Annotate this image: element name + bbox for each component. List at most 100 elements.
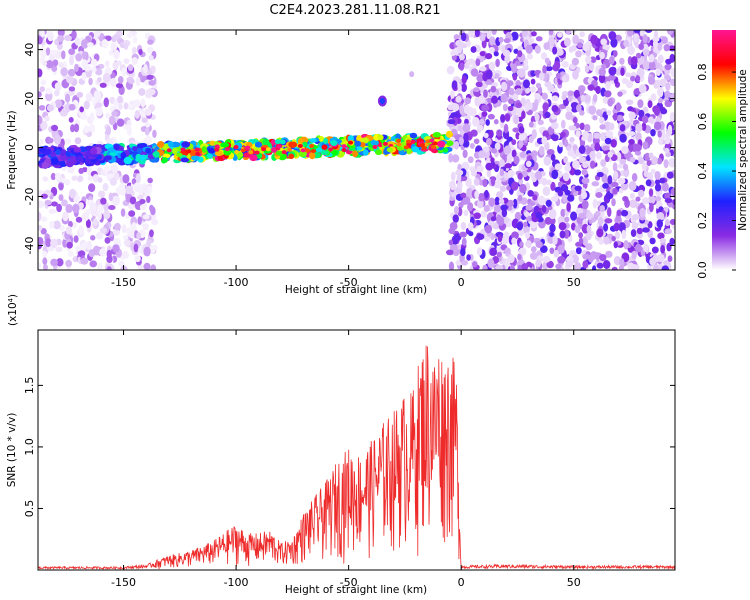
heatmap-cell <box>450 171 456 181</box>
heatmap-cell <box>493 51 499 57</box>
heatmap-cell <box>551 104 559 113</box>
heatmap-cell <box>141 117 148 123</box>
heatmap-cell <box>549 217 556 225</box>
heatmap-cell <box>447 119 456 125</box>
heatmap-cell <box>585 50 591 57</box>
heatmap-cell <box>517 194 523 202</box>
heatmap-cell <box>535 241 543 248</box>
heatmap-cell <box>556 171 563 178</box>
heatmap-cell <box>517 172 523 180</box>
heatmap-cell <box>224 147 230 152</box>
x-tick-label: 50 <box>567 276 581 289</box>
heatmap-cell <box>458 201 464 209</box>
heatmap-cell <box>446 140 454 147</box>
heatmap-cell <box>354 140 362 147</box>
heatmap-cell <box>612 162 618 172</box>
heatmap-cell <box>578 237 584 245</box>
heatmap-cell <box>80 242 87 251</box>
heatmap-cell <box>57 35 65 43</box>
heatmap-cell <box>519 151 527 159</box>
heatmap-cell <box>638 43 644 51</box>
heatmap-cell <box>46 104 54 112</box>
heatmap-cell <box>497 216 505 226</box>
heatmap-cell <box>99 82 107 88</box>
heatmap-cell <box>123 156 132 165</box>
heatmap-cell <box>503 37 511 44</box>
heatmap-cell <box>97 190 106 198</box>
heatmap-cell <box>45 237 52 248</box>
heatmap-cell <box>288 141 298 148</box>
colorbar-label: Normalized spectral amplitude <box>737 69 749 230</box>
heatmap-cell <box>574 262 582 270</box>
heatmap-cell <box>445 130 453 139</box>
heatmap-cell <box>375 149 383 156</box>
heatmap-cell <box>109 177 117 186</box>
heatmap-cell <box>641 161 647 172</box>
heatmap-cell <box>596 262 604 269</box>
heatmap-cell <box>356 134 362 143</box>
heatmap-cell <box>535 211 543 219</box>
heatmap-cell <box>525 44 533 54</box>
heatmap-cell <box>519 241 524 248</box>
heatmap-cell <box>461 75 467 84</box>
heatmap-cell <box>64 35 72 42</box>
heatmap-cell <box>362 149 369 156</box>
heatmap-cell <box>432 131 441 138</box>
heatmap-cell <box>122 250 129 259</box>
heatmap-cell <box>117 95 123 104</box>
heatmap-cell <box>99 227 108 234</box>
heatmap-cell <box>608 122 615 131</box>
heatmap-cell <box>137 216 142 225</box>
spectrogram-frame <box>37 29 676 271</box>
heatmap-cell <box>121 67 127 77</box>
heatmap-cell <box>487 258 495 269</box>
heatmap-cell <box>564 216 570 223</box>
heatmap-cell <box>448 153 454 163</box>
heatmap-cell <box>571 254 580 264</box>
heatmap-cell <box>40 216 48 222</box>
heatmap-cell <box>520 97 527 107</box>
heatmap-cell <box>67 250 74 257</box>
spectrogram-y-axis-label: Frequency (Hz) <box>6 110 18 189</box>
heatmap-cell <box>619 124 626 132</box>
heatmap-cell <box>647 229 654 239</box>
heatmap-cell <box>600 38 608 46</box>
heatmap-cell <box>348 140 354 145</box>
heatmap-cell <box>147 177 153 184</box>
heatmap-cell <box>482 264 488 270</box>
heatmap-cell <box>73 235 79 243</box>
heatmap-cell <box>504 30 512 33</box>
heatmap-cell <box>631 221 639 230</box>
heatmap-cell <box>602 145 610 151</box>
heatmap-cell <box>664 192 672 200</box>
heatmap-cell <box>662 182 669 192</box>
heatmap-cell <box>588 254 594 263</box>
heatmap-cell <box>58 194 64 202</box>
heatmap-cell <box>495 58 500 68</box>
heatmap-cell <box>557 255 566 264</box>
heatmap-cell <box>534 170 543 180</box>
heatmap-cell <box>181 141 191 148</box>
heatmap-cell <box>456 174 462 182</box>
heatmap-cell <box>44 199 52 206</box>
heatmap-cell <box>90 58 98 66</box>
heatmap-cell <box>643 243 649 253</box>
y-tick-label: 40 <box>23 43 36 57</box>
heatmap-cell <box>599 51 605 60</box>
heatmap-cell <box>600 159 607 167</box>
heatmap-cell <box>455 95 462 103</box>
heatmap-cell <box>598 73 606 84</box>
heatmap-cell <box>133 100 141 108</box>
heatmap-cell <box>148 55 154 61</box>
heatmap-cell <box>140 98 146 108</box>
heatmap-cell <box>664 136 671 145</box>
heatmap-cell <box>145 135 152 143</box>
heatmap-cell <box>666 30 674 35</box>
heatmap-cell <box>647 76 656 85</box>
heatmap-cell <box>649 257 656 266</box>
heatmap-cell <box>89 112 95 122</box>
heatmap-cell <box>254 141 263 148</box>
heatmap-cell <box>286 147 292 152</box>
heatmap-cell <box>483 132 489 139</box>
heatmap-cell <box>95 199 102 206</box>
